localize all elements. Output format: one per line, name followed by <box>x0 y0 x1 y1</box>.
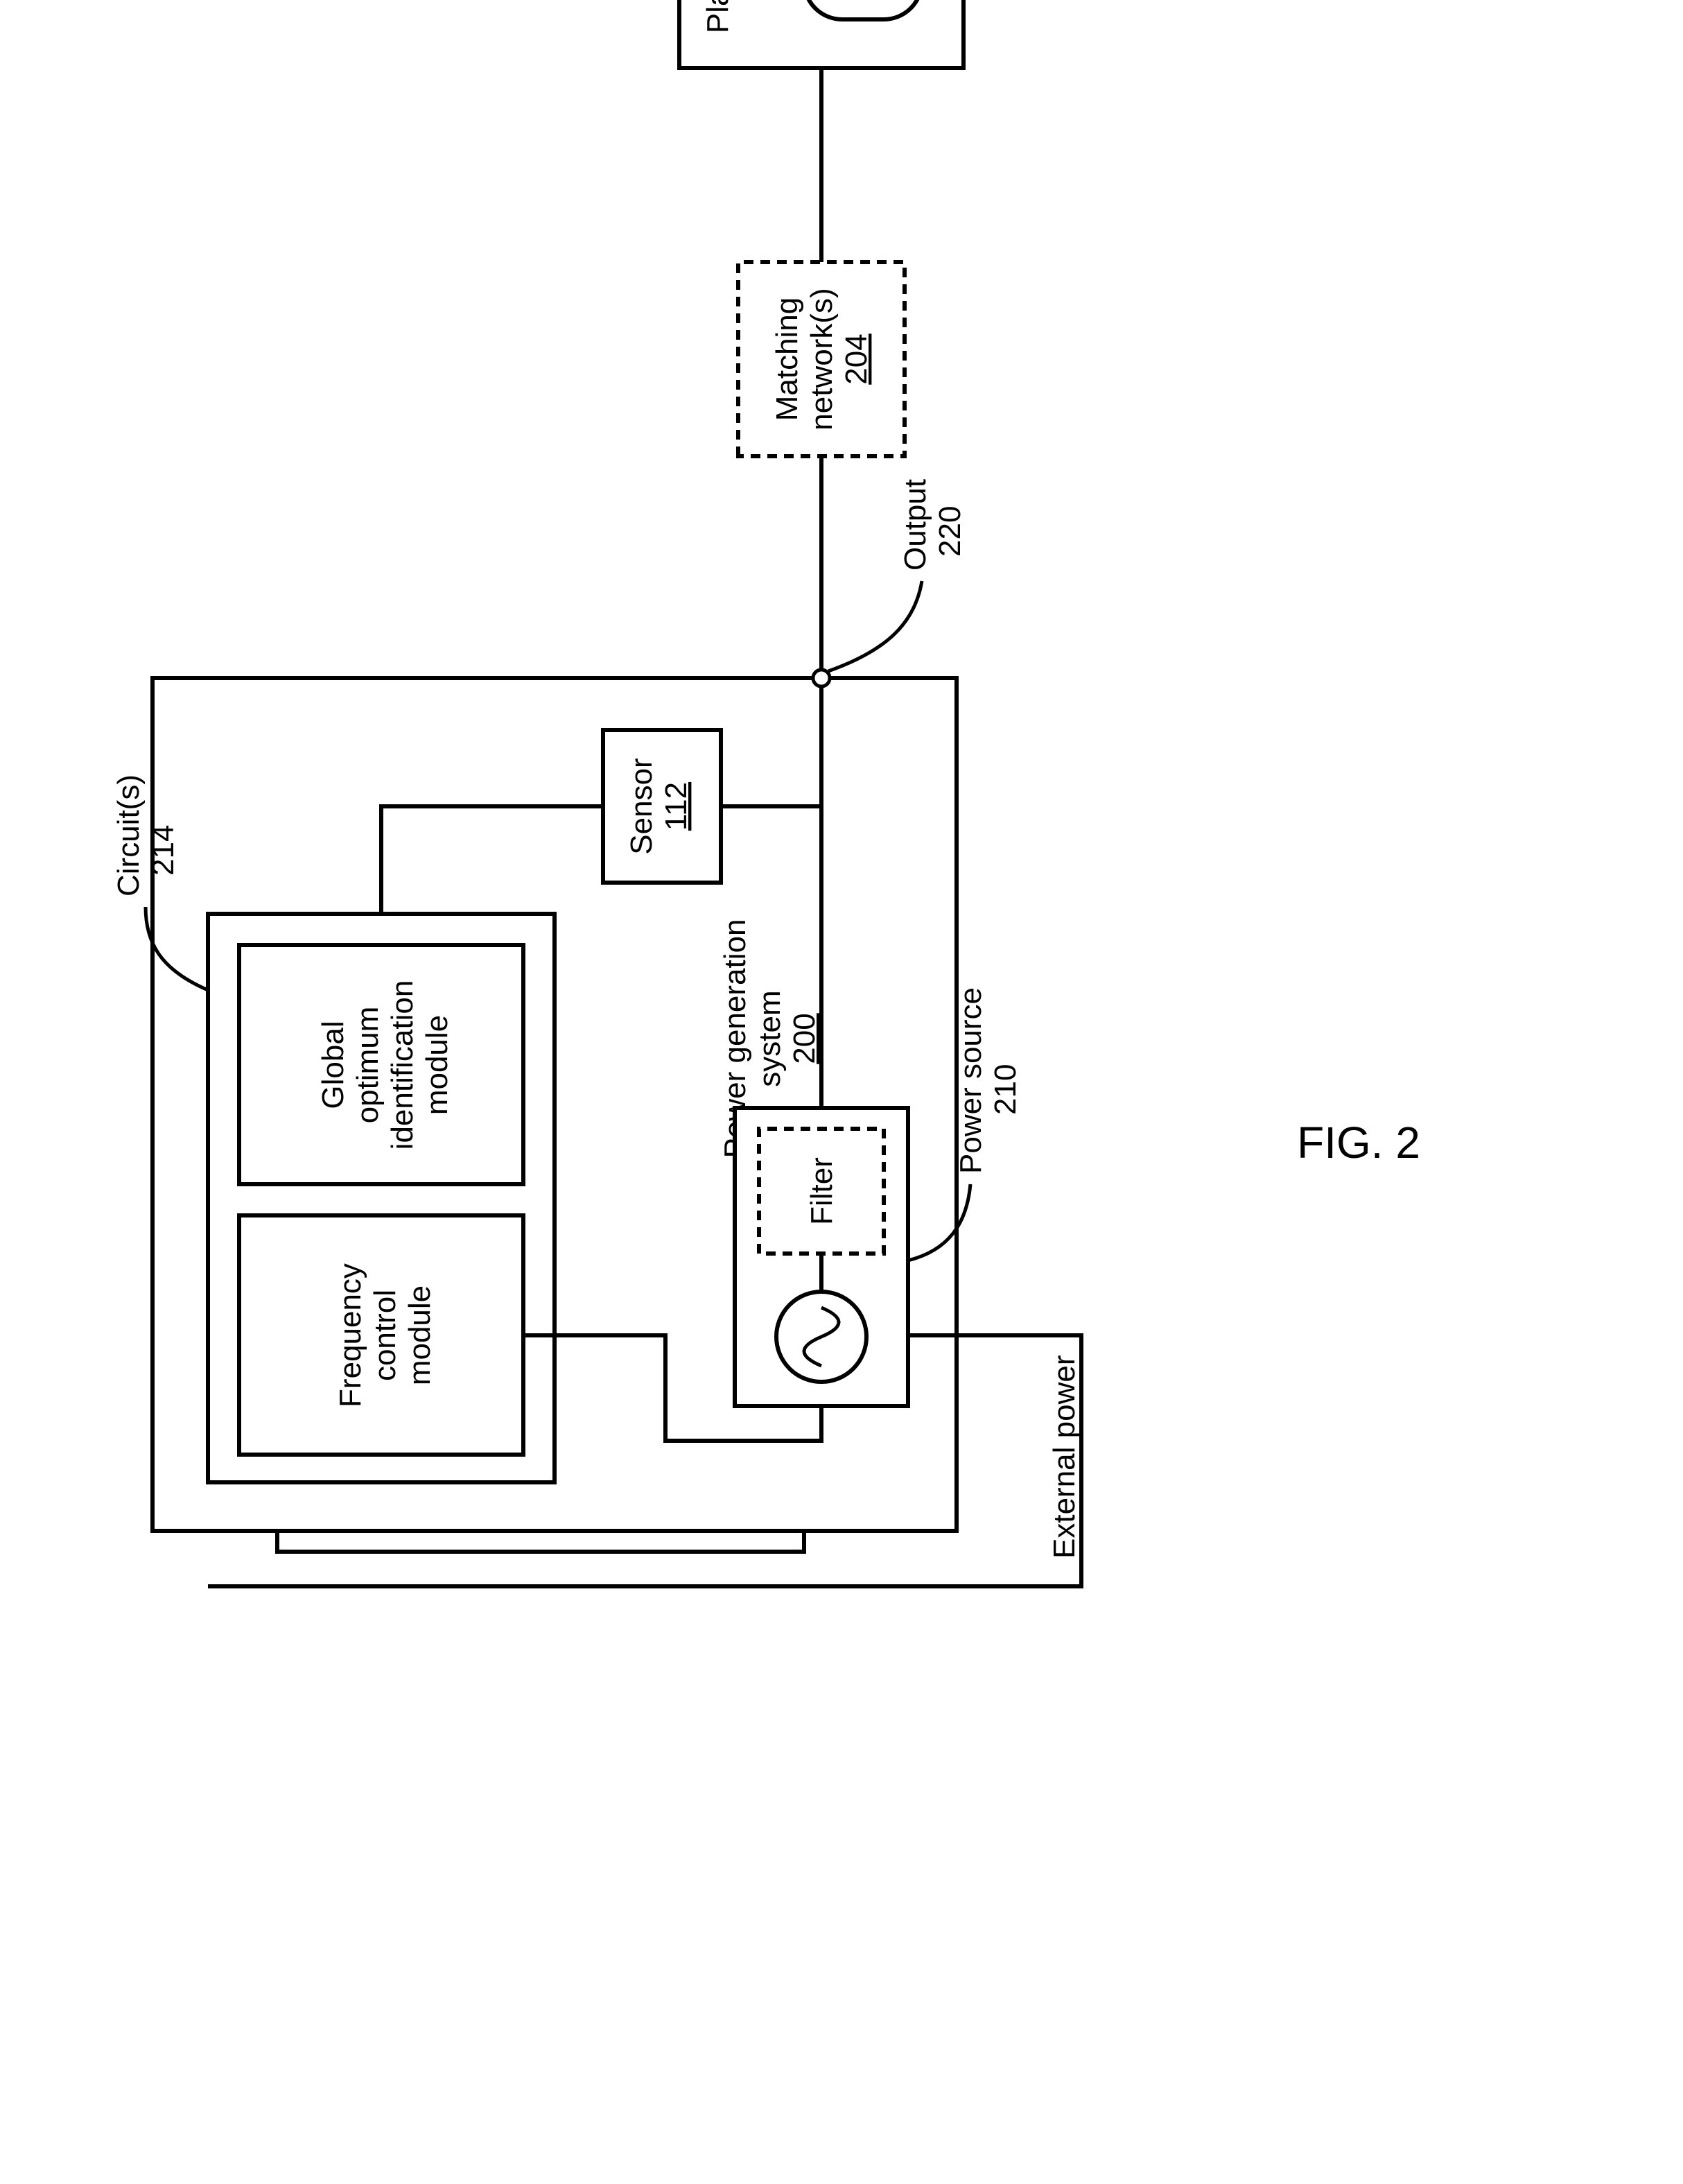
circuits-ref: 214 <box>146 825 180 876</box>
power-gen-label-2: system <box>753 990 787 1086</box>
sensor-ref: 112 <box>659 782 693 831</box>
external-power-label: External power <box>1047 1355 1081 1559</box>
power-gen-system-tab <box>277 1531 804 1552</box>
circuits-label: Circuit(s) <box>112 774 146 896</box>
global-module-l1: Global <box>316 1021 350 1109</box>
plasma-chamber-label: Plasma chamber <box>701 0 735 33</box>
diagram-rotated-group: Power generation system 200 Circuit(s) 2… <box>112 0 1081 1586</box>
power-source-ref: 210 <box>988 1064 1022 1115</box>
output-leader <box>828 581 922 671</box>
freq-module-l1: Frequency <box>333 1263 367 1407</box>
matching-label-1: Matching <box>770 297 804 422</box>
power-source-label: Power source <box>954 987 988 1174</box>
output-label: Output <box>898 479 932 571</box>
filter-label: Filter <box>805 1157 839 1225</box>
output-terminal <box>813 670 830 686</box>
diagram-canvas: FIG. 2 Power generation system 200 Circu… <box>0 0 1683 2184</box>
freq-module-l2: control <box>368 1290 402 1381</box>
matching-ref: 204 <box>839 333 873 384</box>
matching-label-2: network(s) <box>805 288 839 430</box>
global-module-l4: module <box>420 1015 454 1115</box>
sensor-label: Sensor <box>625 758 659 854</box>
global-module-l2: optimum <box>351 1007 385 1124</box>
freq-module-l3: module <box>403 1285 437 1385</box>
output-ref: 220 <box>933 506 967 557</box>
power-gen-ref: 200 <box>787 1013 821 1064</box>
figure-caption: FIG. 2 <box>1297 1118 1420 1168</box>
global-module-l3: identification <box>385 980 419 1150</box>
